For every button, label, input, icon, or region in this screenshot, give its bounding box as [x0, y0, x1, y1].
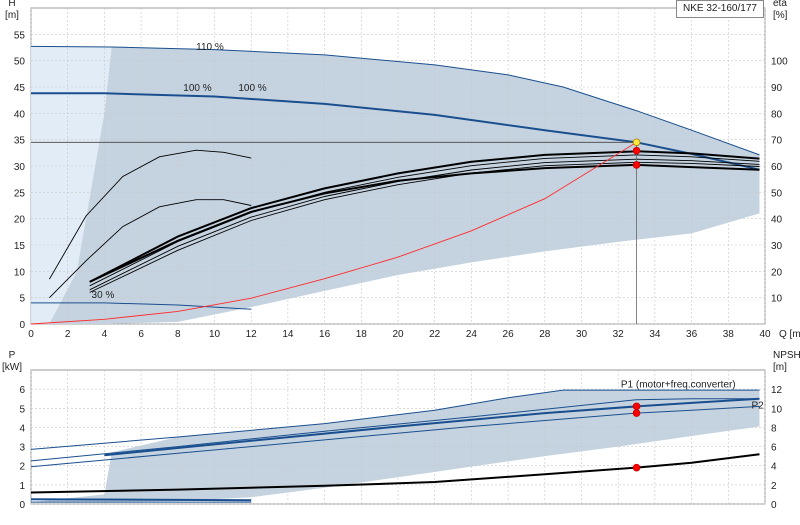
y-tick-label: 6 [19, 385, 25, 396]
curve-head-110 [30, 45, 760, 156]
y2-tick-label: 100 [771, 57, 788, 68]
y2-tick-label: 6 [771, 443, 777, 454]
curve-efficiency-low [49, 149, 252, 280]
y2-tick-label: 80 [771, 109, 783, 120]
y-tick-label: 15 [14, 241, 26, 252]
curve-label-100a: 100 % [183, 83, 211, 94]
y2-tick-label: 70 [771, 136, 783, 147]
y2-tick-label: 30 [771, 241, 783, 252]
y-tick-label: 5 [19, 404, 25, 415]
operating-point [632, 463, 641, 472]
y2-tick-label: 10 [771, 294, 783, 305]
y2-axis-unit: [%] [773, 10, 788, 21]
y2-tick-label: 2 [771, 481, 777, 492]
y2-tick-label: 12 [771, 385, 783, 396]
curve-label-30: 30 % [92, 290, 115, 301]
x-tick-label: 26 [503, 329, 515, 340]
x-tick-label: 40 [759, 329, 771, 340]
y-tick-label: 30 [14, 162, 26, 173]
x-tick-label: 14 [282, 329, 294, 340]
operating-point [632, 146, 641, 155]
duty-point [632, 138, 641, 147]
curve-label-100b: 100 % [238, 83, 266, 94]
x-tick-label: 12 [246, 329, 258, 340]
y-tick-label: 25 [14, 188, 26, 199]
x-tick-label: 30 [576, 329, 588, 340]
x-tick-label: 32 [613, 329, 625, 340]
y-tick-label: 10 [14, 267, 26, 278]
y-tick-label: 4 [19, 423, 25, 434]
curve-NPSH [30, 453, 760, 494]
legend-P1: P1 (motor+freq.converter) [621, 379, 736, 390]
curve-efficiency-d [89, 161, 760, 293]
y-axis-label: P [9, 350, 16, 361]
y-axis-unit: [kW] [2, 362, 22, 373]
curve-efficiency-a [89, 150, 760, 283]
y2-tick-label: 10 [771, 404, 783, 415]
y2-tick-label: 50 [771, 188, 783, 199]
y2-tick-label: 20 [771, 267, 783, 278]
y2-axis-unit: [m] [773, 362, 787, 373]
y2-axis-label: NPSH [773, 350, 800, 361]
y2-axis-label: eta [773, 0, 787, 9]
curve-label-110: 110 % [196, 42, 224, 53]
y-tick-label: 50 [14, 57, 26, 68]
y2-tick-label: 4 [771, 462, 777, 473]
y-tick-label: 20 [14, 215, 26, 226]
y-tick-label: 55 [14, 30, 26, 41]
x-tick-label: 28 [539, 329, 551, 340]
x-tick-label: 34 [649, 329, 661, 340]
operating-point [632, 402, 641, 411]
x-tick-label: 20 [392, 329, 404, 340]
y-tick-label: 40 [14, 109, 26, 120]
y-tick-label: 3 [19, 443, 25, 454]
operating-envelope [49, 46, 760, 325]
curve-P1-mid [30, 398, 760, 462]
curve-head-100 [31, 92, 760, 171]
x-tick-label: 8 [175, 329, 181, 340]
curve-efficiency-mid [49, 199, 252, 299]
operating-point [632, 409, 641, 417]
x-tick-label: 24 [466, 329, 478, 340]
y2-tick-label: 8 [771, 423, 777, 434]
curve-efficiency-c [89, 158, 760, 291]
y-axis-label: H [8, 0, 15, 9]
curve-efficiency-b [89, 154, 760, 287]
y2-tick-label: 90 [771, 83, 783, 94]
x-tick-label: 4 [102, 329, 108, 340]
x-tick-label: 38 [723, 329, 735, 340]
y-axis-unit: [m] [5, 10, 19, 21]
curve-system-curve [30, 141, 637, 325]
y2-tick-label: 60 [771, 162, 783, 173]
x-tick-label: 18 [356, 329, 368, 340]
curve-head-30 [31, 302, 252, 310]
y-tick-label: 1 [19, 481, 25, 492]
operating-point [632, 161, 641, 169]
y-tick-label: 35 [14, 136, 26, 147]
x-axis-label: Q [m³/h] [779, 329, 800, 340]
x-tick-label: 6 [138, 329, 144, 340]
curve-P1-upper [30, 389, 760, 450]
y-tick-label: 5 [19, 294, 25, 305]
y2-tick-label: 40 [771, 215, 783, 226]
x-tick-label: 10 [209, 329, 221, 340]
y-tick-label: 0 [19, 320, 25, 331]
x-tick-label: 36 [686, 329, 698, 340]
legend-P2: P2 [751, 400, 764, 411]
x-tick-label: 0 [28, 329, 34, 340]
curve-head-system [89, 163, 760, 283]
curve-P1 [104, 397, 760, 457]
pump-model-label: NKE 32-160/177 [676, 0, 764, 18]
y-tick-label: 0 [19, 500, 25, 511]
y2-tick-label: 0 [771, 500, 777, 511]
y-tick-label: 45 [14, 83, 26, 94]
curve-P-low [30, 498, 252, 502]
curve-P2 [30, 405, 760, 468]
x-tick-label: 16 [319, 329, 331, 340]
x-tick-label: 22 [429, 329, 441, 340]
y-tick-label: 2 [19, 462, 25, 473]
x-tick-label: 2 [65, 329, 71, 340]
